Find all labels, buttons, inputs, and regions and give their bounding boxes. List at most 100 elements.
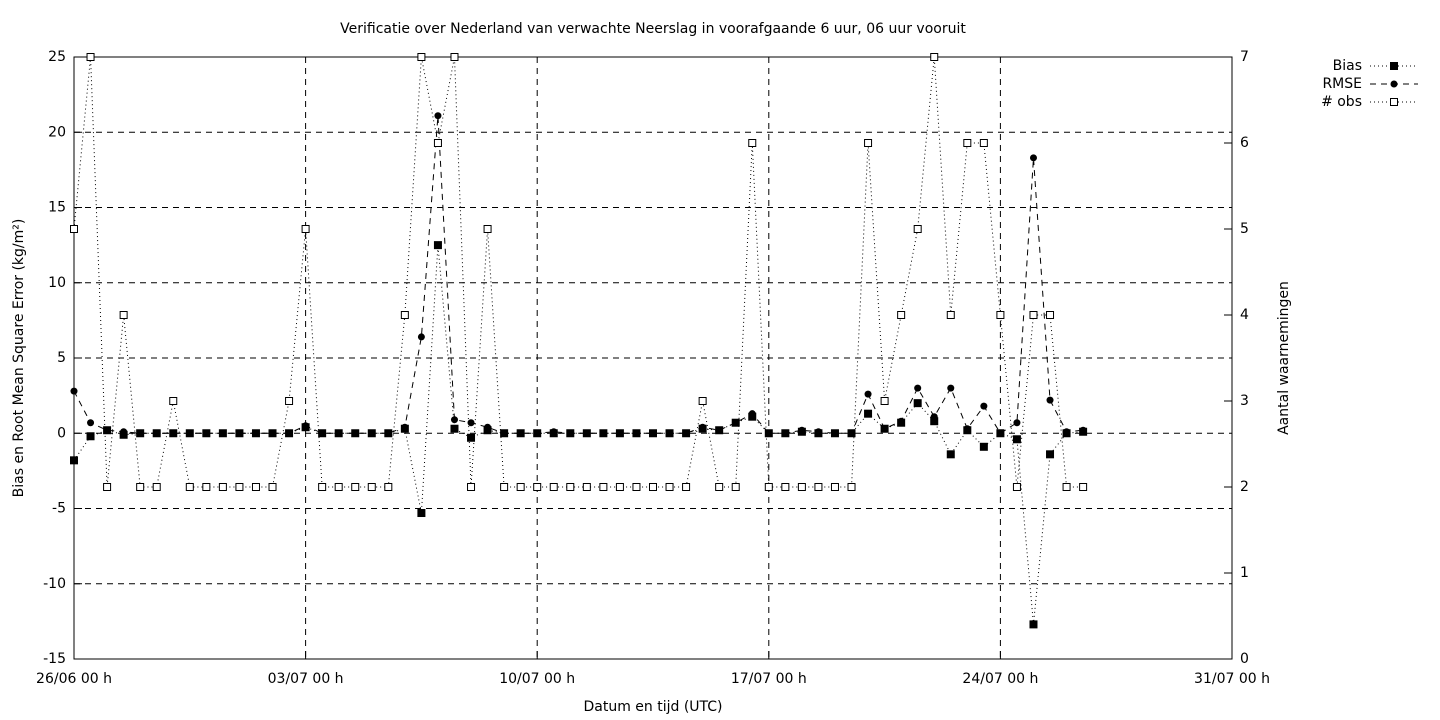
x-tick-label: 26/06 00 h	[36, 671, 112, 687]
point	[268, 483, 277, 491]
point	[1046, 396, 1054, 404]
point	[169, 397, 178, 405]
point	[186, 429, 194, 437]
x-tick-label: 24/07 00 h	[962, 671, 1038, 687]
point	[781, 483, 790, 491]
point	[913, 225, 922, 233]
point	[86, 53, 95, 61]
point	[848, 429, 856, 437]
point	[550, 428, 558, 436]
point	[103, 483, 112, 491]
point	[632, 483, 641, 491]
y-tick-label: 15	[48, 200, 66, 216]
point	[914, 384, 922, 392]
point	[285, 397, 294, 405]
point	[831, 429, 839, 437]
point	[302, 422, 310, 430]
legend-marker	[1390, 62, 1398, 70]
y2-tick-label: 0	[1240, 651, 1249, 667]
point	[517, 429, 525, 437]
point	[218, 483, 227, 491]
point	[797, 483, 806, 491]
point	[1063, 428, 1071, 436]
point	[698, 397, 707, 405]
point	[400, 311, 409, 319]
point	[185, 483, 194, 491]
y-tick-label: -5	[52, 501, 66, 517]
point	[682, 483, 691, 491]
point	[1046, 311, 1055, 319]
point	[467, 419, 475, 427]
point	[616, 429, 624, 437]
point	[930, 53, 939, 61]
y-tick-label: 0	[57, 425, 66, 441]
y-tick-label: 25	[48, 49, 66, 65]
point	[748, 139, 757, 147]
point	[533, 483, 542, 491]
point	[881, 425, 889, 433]
point	[649, 483, 657, 491]
point	[963, 425, 971, 433]
point	[798, 426, 806, 434]
point	[351, 429, 359, 437]
point	[335, 429, 343, 437]
point	[433, 241, 442, 250]
point	[467, 433, 476, 442]
y-tick-label: 5	[57, 350, 66, 366]
x-tick-label: 31/07 00 h	[1194, 671, 1270, 687]
point	[367, 483, 376, 491]
point	[632, 429, 640, 437]
point	[417, 509, 426, 518]
legend-label: RMSE	[1322, 76, 1362, 92]
x-tick-label: 10/07 00 h	[499, 671, 575, 687]
point	[120, 428, 128, 436]
point	[401, 423, 409, 431]
point	[913, 399, 922, 408]
point	[384, 483, 393, 491]
legend-label: Bias	[1333, 58, 1362, 74]
point	[136, 483, 145, 491]
point	[86, 432, 95, 441]
point	[417, 333, 425, 341]
point	[1046, 450, 1055, 459]
point	[434, 112, 442, 120]
point	[666, 429, 674, 437]
point	[1012, 435, 1021, 444]
point	[947, 384, 955, 392]
y2-tick-label: 2	[1240, 479, 1249, 495]
point	[285, 429, 293, 437]
y-tick-label: 10	[48, 275, 66, 291]
point	[583, 429, 591, 437]
point	[252, 429, 260, 437]
legend-marker	[1390, 80, 1398, 88]
y-tick-label: 20	[48, 124, 66, 140]
point	[500, 483, 509, 491]
point	[864, 409, 873, 418]
point	[533, 429, 541, 437]
point	[649, 429, 657, 437]
point	[235, 483, 244, 491]
point	[699, 423, 707, 431]
point	[1029, 311, 1038, 319]
point	[70, 456, 78, 465]
point	[946, 311, 955, 319]
point	[433, 139, 442, 147]
point	[897, 417, 905, 425]
plot-frame	[73, 56, 1233, 660]
point	[384, 429, 392, 437]
point	[732, 419, 740, 427]
point	[996, 311, 1005, 319]
point	[202, 483, 211, 491]
y2-axis-label: Aantal waarnemingen	[1276, 281, 1292, 435]
point	[269, 429, 277, 437]
point	[202, 429, 210, 437]
point	[484, 423, 492, 431]
point	[417, 53, 426, 61]
point	[219, 429, 227, 437]
point	[979, 442, 988, 451]
point	[450, 416, 458, 424]
point	[566, 429, 574, 437]
point	[1079, 483, 1088, 491]
point	[500, 429, 508, 437]
point	[665, 483, 674, 491]
